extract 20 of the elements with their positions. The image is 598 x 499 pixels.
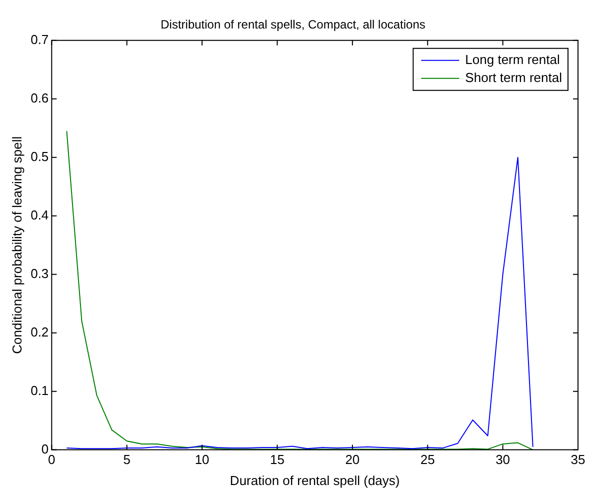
y-tick-label: 0.3 <box>30 266 49 281</box>
y-tick-label: 0.1 <box>30 382 49 398</box>
x-tick-label: 20 <box>345 452 360 468</box>
x-tick-label: 5 <box>123 452 130 468</box>
x-tick-label: 25 <box>420 452 435 468</box>
x-axis-title: Duration of rental spell (days) <box>230 472 400 488</box>
y-tick-label: 0 <box>41 441 49 456</box>
chart-title: Distribution of rental spells, Compact, all locations <box>160 18 426 32</box>
x-tick-label: 10 <box>194 452 210 468</box>
y-tick-label: 0.2 <box>30 324 49 340</box>
y-tick-label: 0.7 <box>30 32 49 47</box>
y-axis-title: Conditional probability of leaving spell <box>9 136 24 354</box>
y-tick-label: 0.5 <box>30 148 49 164</box>
x-tick-label: 30 <box>496 452 510 468</box>
y-tick-label: 0.4 <box>30 207 49 222</box>
y-tick-label: 0.6 <box>30 90 49 106</box>
legend-label: Long term rental <box>465 52 560 67</box>
legend-label: Short term rental <box>465 70 562 85</box>
x-tick-label: 35 <box>570 452 586 468</box>
x-tick-label: 15 <box>270 452 284 468</box>
